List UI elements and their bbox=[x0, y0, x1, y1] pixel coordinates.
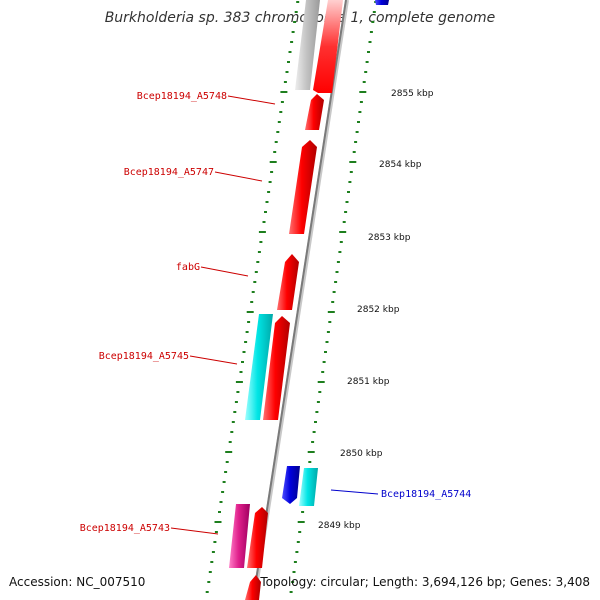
gene-label-a5743[interactable]: Bcep18194_A5743 bbox=[80, 523, 170, 534]
leader-line bbox=[330, 489, 379, 495]
gene-glyph-a5743[interactable] bbox=[247, 507, 268, 568]
scale-labels: 2849 kbp 2850 kbp 2851 kbp 2852 kbp 2853… bbox=[318, 89, 434, 531]
scale-tick-label: 2853 kbp bbox=[368, 233, 411, 243]
gene-glyph-grey[interactable] bbox=[295, 0, 320, 90]
gene-label-fabg[interactable]: fabG bbox=[176, 262, 200, 273]
leader-line bbox=[189, 355, 238, 365]
gene-glyphs bbox=[229, 0, 389, 600]
backbone bbox=[252, 0, 349, 600]
scale-tick-label: 2849 kbp bbox=[318, 521, 361, 531]
leader-line bbox=[227, 95, 276, 105]
scale-tick-label: 2855 kbp bbox=[391, 89, 434, 99]
gene-label-a5745[interactable]: Bcep18194_A5745 bbox=[99, 351, 189, 362]
gene-glyph-a5744[interactable] bbox=[282, 466, 300, 504]
gene-glyph-cyan-a5745[interactable] bbox=[245, 314, 273, 420]
gene-glyph-a5748[interactable] bbox=[305, 94, 324, 130]
tick-rails bbox=[205, 1, 378, 593]
gene-label-a5744[interactable]: Bcep18194_A5744 bbox=[381, 489, 471, 500]
map-title: Burkholderia sp. 383 chromosome 1, compl… bbox=[105, 10, 496, 26]
gene-glyph-pink-a5743[interactable] bbox=[229, 504, 250, 568]
gene-labels: Bcep18194_A5748 Bcep18194_A5747 fabG Bce… bbox=[80, 91, 471, 535]
gene-glyph-cyan-a5744[interactable] bbox=[299, 468, 318, 506]
gene-glyph-red-top[interactable] bbox=[313, 0, 343, 93]
leader-line bbox=[200, 266, 249, 277]
topology-summary: Topology: circular; Length: 3,694,126 bp… bbox=[259, 575, 590, 589]
scale-tick-label: 2851 kbp bbox=[347, 377, 390, 387]
gene-glyph-blue-top[interactable] bbox=[375, 0, 389, 5]
scale-tick-label: 2854 kbp bbox=[379, 160, 422, 170]
leader-line bbox=[170, 527, 219, 535]
gene-glyph-bottom[interactable] bbox=[245, 575, 261, 600]
gene-glyph-a5747[interactable] bbox=[289, 140, 317, 234]
gene-glyph-fabg[interactable] bbox=[277, 254, 299, 310]
gene-label-a5747[interactable]: Bcep18194_A5747 bbox=[124, 167, 214, 178]
gene-label-a5748[interactable]: Bcep18194_A5748 bbox=[137, 91, 227, 102]
gene-glyph-a5745[interactable] bbox=[263, 316, 290, 420]
accession-text: Accession: NC_007510 bbox=[9, 575, 145, 589]
leader-line bbox=[214, 171, 263, 182]
scale-tick-label: 2852 kbp bbox=[357, 305, 400, 315]
scale-tick-label: 2850 kbp bbox=[340, 449, 383, 459]
